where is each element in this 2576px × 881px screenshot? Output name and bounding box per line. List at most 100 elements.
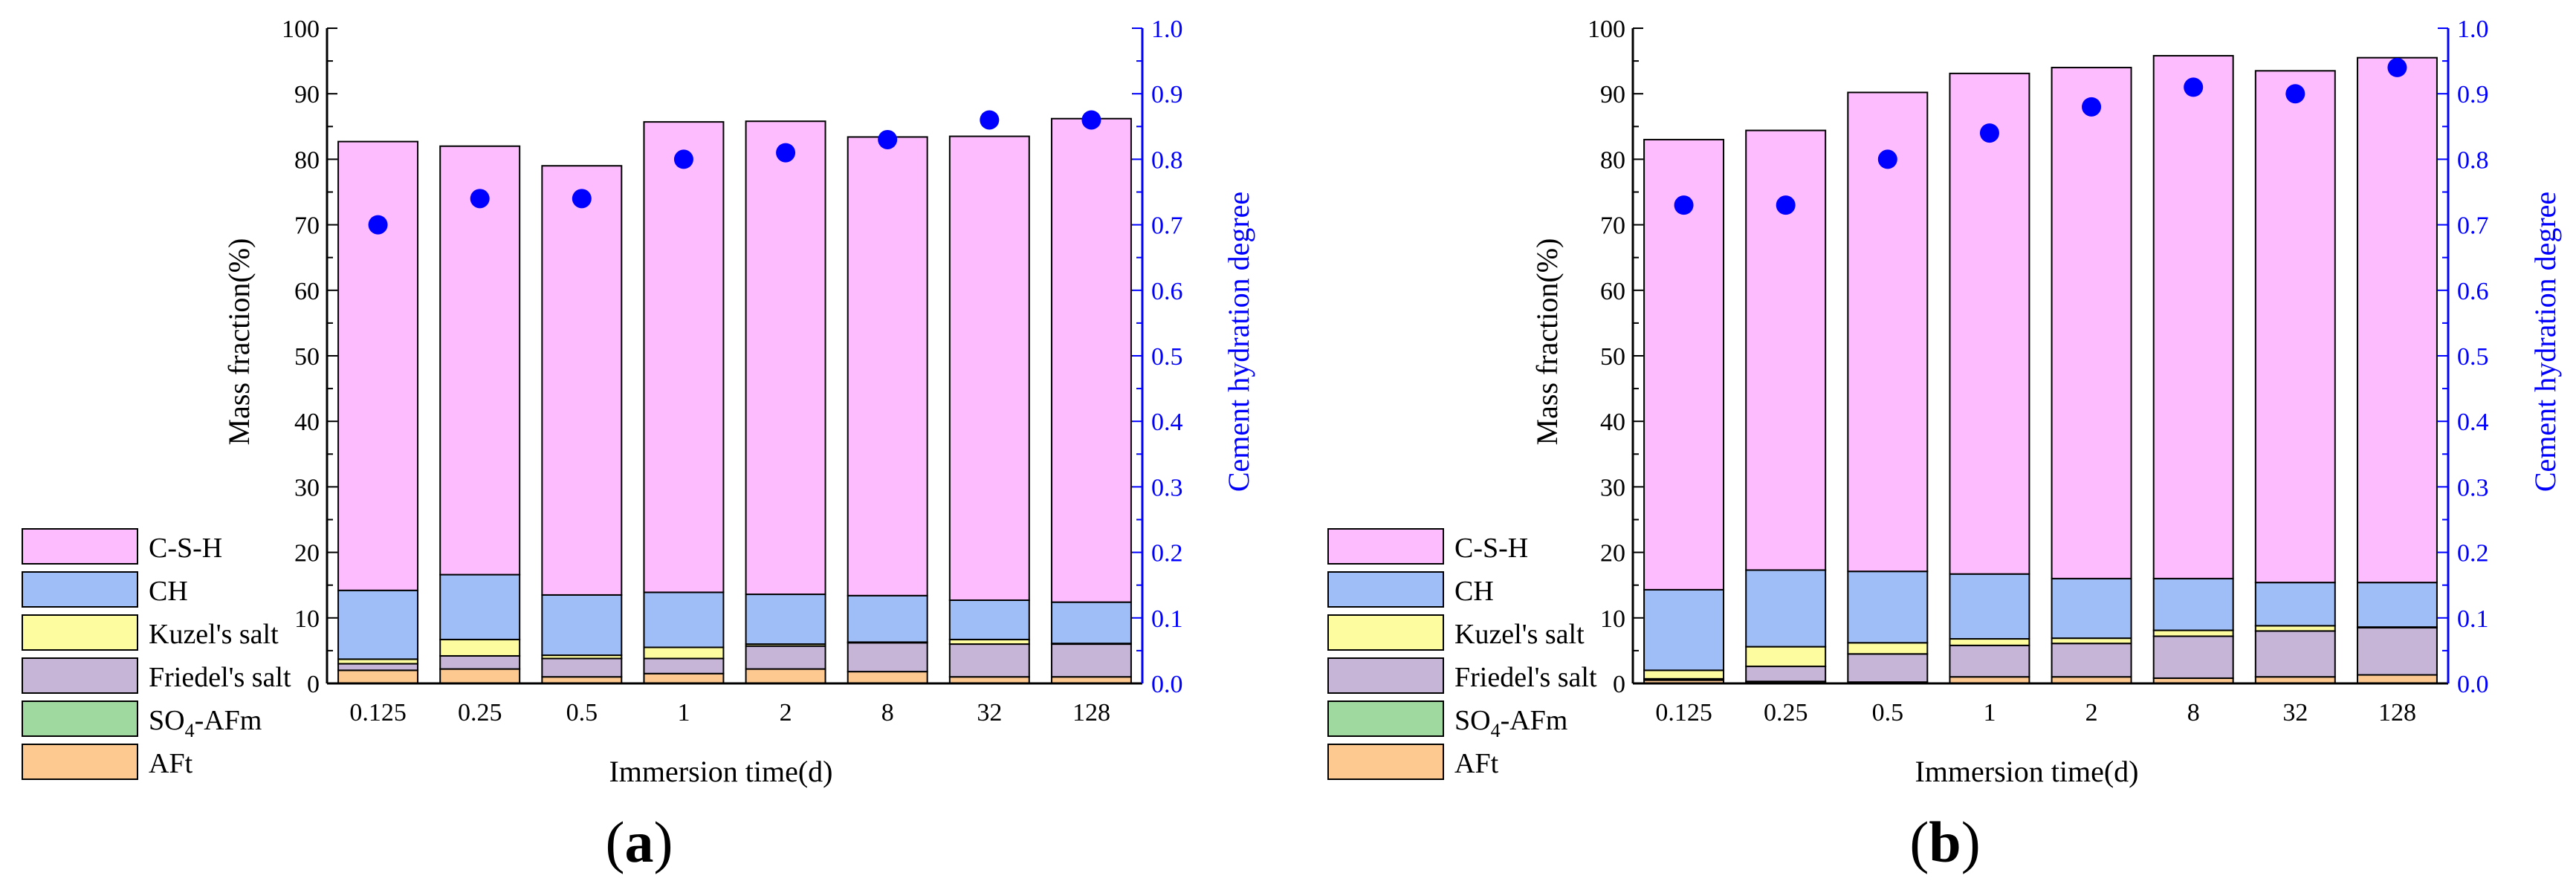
panel-a-x-tick-label: 32	[977, 699, 1002, 726]
panel-b-bar-segment	[2152, 577, 2234, 631]
panel-a-bar-segment	[439, 654, 521, 670]
panel-a-hydration-point	[1081, 110, 1101, 130]
panel-b-bar-segment	[2254, 582, 2336, 627]
panel-b-y2-tick-label: 1.0	[2457, 16, 2489, 43]
panel-b-y-tick-label: 50	[1600, 343, 1625, 371]
panel-b-bar-segment	[1949, 644, 2030, 678]
panel-b-bar-segment	[1847, 653, 1929, 683]
panel-a-x-tick-label: 8	[881, 699, 894, 726]
panel-a-hydration-point	[980, 110, 1000, 130]
legend-item-aft: AFt	[22, 744, 193, 780]
panel-b-y-tick-label: 90	[1600, 81, 1625, 108]
panel-b-bar-segment	[1745, 569, 1827, 648]
legend-swatch-so4-afm	[22, 700, 138, 737]
legend-swatch-ch	[22, 571, 138, 608]
panel-a-bar-segment	[745, 594, 826, 646]
panel-a-bar-segment	[541, 657, 623, 678]
panel-b-bar-segment	[1745, 666, 1827, 683]
panel-a-y-tick-label: 70	[294, 212, 320, 240]
panel-a-y-tick-label: 10	[294, 605, 320, 633]
panel-a-y2-tick-label: 0.1	[1151, 605, 1183, 633]
panel-a-label: (a)	[606, 810, 673, 874]
panel-a-bar-segment	[439, 573, 521, 640]
panel-b-hydration-point	[2387, 57, 2407, 77]
panel-b-y2-tick-label: 0.9	[2457, 81, 2489, 108]
panel-a-y-tick-label: 90	[294, 81, 320, 108]
panel-a-hydration-point	[673, 149, 693, 169]
panel-a-y2-tick-label: 0.0	[1151, 671, 1183, 698]
panel-b-y-tick-label: 30	[1600, 474, 1625, 501]
panel-b-bar-segment	[2152, 55, 2234, 579]
panel-a-y2-tick-label: 0.7	[1151, 212, 1183, 240]
panel-b-x-tick-label: 32	[2282, 699, 2308, 726]
panel-b-x-tick-label: 128	[2378, 699, 2416, 726]
legend-item-kuzels-salt: Kuzel's salt	[22, 614, 279, 651]
panel-a-bar-segment	[541, 165, 623, 596]
panel-a-bar-segment	[948, 135, 1030, 601]
panel-a-ticks: 0 10 20 30 40 50 60 70 80 90 100 0.0 0.1 0.2 0.3 0.4 0.5…	[282, 16, 1183, 726]
panel-a-x-tick-label: 0.125	[349, 699, 407, 726]
panel-b-bar-segment	[1643, 669, 1725, 680]
panel-b-y2-tick-label: 0.6	[2457, 278, 2489, 305]
panel-a-bar-segment	[337, 589, 419, 660]
panel-a-y2-tick-label: 0.2	[1151, 540, 1183, 568]
panel-b-bar-segment	[2051, 637, 2132, 645]
panel-b-y2-tick-label: 0.7	[2457, 212, 2489, 240]
legend-label-so4-afm: SO4-AFm	[149, 705, 262, 741]
panel-a-hydration-point	[878, 129, 898, 149]
panel-b-y2-axis-title: Cement hydration degree	[2528, 192, 2562, 492]
panel-a-bar-segment	[439, 638, 521, 657]
panel-a-bar-segment	[337, 669, 419, 684]
legend-label-ch: CH	[149, 576, 188, 607]
legend-b-swatch-kuzels-salt	[1327, 614, 1444, 651]
panel-b-bar-segment	[2356, 627, 2438, 676]
legend-b-swatch-so4-afm	[1327, 700, 1444, 737]
panel-a-bar-segment	[643, 646, 725, 660]
panel-a-bar-segment	[1050, 643, 1132, 678]
panel-a-bar-segment	[745, 120, 826, 596]
panel-a-bar-segment	[337, 140, 419, 591]
panel-b-y-tick-label: 0	[1613, 671, 1625, 698]
panel-b-hydration-point	[1776, 195, 1796, 215]
panel-b-x-axis-title: Immersion time(d)	[1915, 755, 2138, 788]
legend-item-friedels-salt: Friedel's salt	[22, 657, 291, 694]
panel-b-x-tick-label: 8	[2187, 699, 2200, 726]
legend-b-item-kuzels-salt: Kuzel's salt	[1327, 614, 1585, 651]
panel-b-y2-tick-label: 0.0	[2457, 671, 2489, 698]
panel-b-bar-segment	[2356, 674, 2438, 684]
panel-b-bar-segment	[1745, 646, 1827, 668]
legend-b-swatch-friedels-salt	[1327, 657, 1444, 694]
panel-b-y-tick-label: 80	[1600, 146, 1625, 174]
panel-b-y2-tick-label: 0.1	[2457, 605, 2489, 633]
panel-a-y-axis-title: Mass fraction(%)	[222, 238, 256, 446]
panel-b-hydration-point	[1979, 123, 1999, 143]
legend-b-swatch-ch	[1327, 571, 1444, 608]
panel-b-y-tick-label: 20	[1600, 540, 1625, 568]
panel-a-axes	[326, 28, 1144, 685]
panel-a-y2-tick-label: 1.0	[1151, 16, 1183, 43]
panel-b-bar-segment	[2356, 582, 2438, 628]
panel-a-letter: a	[625, 810, 654, 874]
panel-b-hydration-points	[1674, 57, 2407, 215]
panel-a-bar-segment	[847, 594, 928, 643]
panel-a-bar-segment	[643, 657, 725, 674]
panel-b-hydration-point	[2285, 84, 2305, 104]
panel-a-bar-segment	[948, 599, 1030, 640]
panel-a-y2-tick-label: 0.3	[1151, 474, 1183, 501]
panel-a-x-tick-label: 2	[780, 699, 792, 726]
legend-label-kuzels-salt: Kuzel's salt	[149, 619, 279, 650]
legend-b-item-ch: CH	[1327, 571, 1494, 608]
legend-label-friedels-salt: Friedel's salt	[149, 662, 291, 693]
panel-b-bar-segment	[1949, 573, 2030, 640]
panel-b-bar-segment	[2254, 630, 2336, 678]
panel-a-y2-tick-label: 0.6	[1151, 278, 1183, 305]
panel-b: 0 10 20 30 40 50 60 70 80 90 100 0.0 0.1 0.2 0.3 0.4 0.5…	[1530, 16, 2562, 874]
panel-a: 0 10 20 30 40 50 60 70 80 90 100 0.0 0.1 0.2 0.3 0.4 0.5…	[222, 16, 1255, 874]
panel-a-bars	[337, 117, 1132, 685]
panel-b-hydration-point	[1877, 149, 1897, 169]
panel-b-y-tick-label: 70	[1600, 212, 1625, 240]
panel-a-bar-segment	[439, 668, 521, 685]
panel-a-bar-segment	[541, 594, 623, 657]
legend-b-swatch-aft	[1327, 744, 1444, 780]
